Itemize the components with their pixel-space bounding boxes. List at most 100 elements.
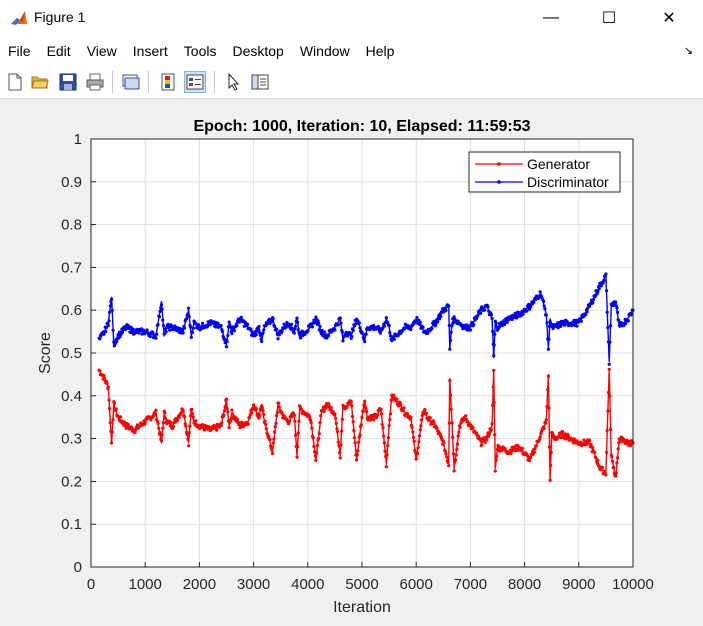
series-generator-point bbox=[263, 419, 267, 423]
link-plot-icon bbox=[122, 74, 140, 90]
series-discriminator-point bbox=[182, 326, 187, 330]
series-discriminator-point bbox=[545, 321, 549, 325]
series-generator-point bbox=[219, 424, 223, 428]
series-generator-point bbox=[307, 414, 311, 418]
dock-figure-icon[interactable]: ↘ bbox=[683, 45, 693, 57]
menu-tools[interactable]: Tools bbox=[183, 43, 217, 59]
series-generator-point bbox=[254, 407, 258, 411]
insert-legend-button[interactable] bbox=[184, 71, 206, 93]
series-generator-point bbox=[160, 433, 164, 437]
series-generator-point bbox=[388, 412, 393, 416]
series-generator-point bbox=[182, 414, 187, 419]
series-discriminator-point bbox=[292, 331, 296, 335]
series-generator-point bbox=[456, 434, 460, 438]
series-generator-point bbox=[412, 439, 416, 443]
series-discriminator-point bbox=[336, 323, 340, 327]
series-generator-point bbox=[227, 426, 231, 430]
series-generator-point bbox=[105, 381, 109, 385]
series-generator-point bbox=[494, 458, 498, 462]
open-file-button[interactable] bbox=[29, 71, 51, 93]
menu-edit[interactable]: Edit bbox=[46, 43, 71, 59]
series-discriminator-point bbox=[246, 322, 250, 326]
series-generator-point bbox=[122, 420, 126, 424]
maximize-button[interactable]: ☐ bbox=[601, 10, 617, 27]
series-discriminator-point bbox=[591, 301, 595, 305]
series-discriminator-point bbox=[206, 324, 210, 328]
new-figure-button[interactable] bbox=[4, 71, 26, 93]
series-generator-point bbox=[340, 429, 344, 433]
series-generator-point bbox=[409, 415, 413, 419]
series-generator-point bbox=[385, 453, 389, 457]
series-generator-point bbox=[315, 443, 319, 448]
series-generator-point bbox=[411, 430, 415, 434]
series-generator-point bbox=[126, 422, 130, 426]
menu-view[interactable]: View bbox=[86, 43, 117, 59]
series-generator-point bbox=[609, 428, 613, 432]
series-generator-point bbox=[222, 408, 227, 413]
series-generator-point bbox=[480, 443, 484, 447]
series-generator-point bbox=[457, 430, 461, 434]
legend[interactable]: Generator Discriminator bbox=[468, 151, 621, 193]
save-button[interactable] bbox=[57, 71, 79, 93]
score-chart[interactable]: 0 1000 2000 3000 4000 5000 6000 7000 8000 9000 100… bbox=[0, 99, 703, 626]
series-generator-point bbox=[549, 463, 553, 468]
series-generator-point bbox=[359, 423, 363, 427]
series-discriminator-point bbox=[299, 335, 303, 340]
series-discriminator-point bbox=[108, 304, 112, 308]
menu-window[interactable]: Window bbox=[299, 43, 350, 59]
series-generator-point bbox=[264, 422, 268, 426]
series-generator-point bbox=[382, 434, 386, 438]
series-generator-point bbox=[287, 419, 292, 423]
close-button[interactable]: ✕ bbox=[662, 10, 676, 27]
series-discriminator-point bbox=[562, 323, 567, 327]
menu-desktop[interactable]: Desktop bbox=[232, 43, 284, 59]
series-discriminator-point bbox=[573, 321, 578, 325]
y-tick-label: 0.6 bbox=[61, 302, 82, 319]
series-discriminator-point bbox=[597, 287, 601, 291]
series-discriminator-point bbox=[409, 328, 413, 332]
series-discriminator-point bbox=[357, 321, 361, 325]
series-discriminator-point bbox=[529, 305, 533, 309]
series-discriminator-point bbox=[542, 299, 546, 304]
series-discriminator-point bbox=[565, 319, 569, 323]
series-generator-point bbox=[230, 412, 235, 416]
series-generator-point bbox=[387, 424, 391, 428]
property-inspector-button[interactable] bbox=[249, 71, 271, 93]
series-discriminator-point bbox=[323, 330, 327, 334]
menu-insert[interactable]: Insert bbox=[132, 43, 168, 59]
series-generator-point bbox=[410, 425, 414, 430]
series-discriminator-point bbox=[430, 327, 434, 331]
print-button[interactable] bbox=[84, 71, 106, 93]
series-discriminator-point bbox=[584, 313, 588, 317]
series-generator-point bbox=[606, 409, 610, 413]
menu-help[interactable]: Help bbox=[365, 43, 395, 59]
series-generator-point bbox=[479, 437, 483, 441]
series-generator-point bbox=[336, 430, 340, 434]
series-generator-point bbox=[175, 418, 179, 422]
series-discriminator-point bbox=[317, 321, 321, 325]
series-generator-point bbox=[446, 460, 450, 464]
series-generator-point bbox=[352, 436, 357, 440]
series-generator-point bbox=[338, 456, 342, 460]
edit-plot-button[interactable] bbox=[223, 71, 245, 93]
series-discriminator-point bbox=[466, 324, 470, 328]
series-discriminator-point bbox=[284, 325, 288, 329]
series-generator-point bbox=[492, 401, 496, 405]
menu-file[interactable]: File bbox=[8, 43, 31, 59]
series-generator-point bbox=[443, 449, 447, 453]
series-generator-point bbox=[600, 465, 605, 469]
series-discriminator-point bbox=[596, 289, 600, 293]
series-discriminator-point bbox=[502, 322, 507, 327]
series-discriminator-point bbox=[421, 325, 425, 329]
series-generator-point bbox=[532, 450, 537, 454]
series-generator-point bbox=[315, 451, 319, 455]
series-generator-point bbox=[414, 457, 418, 461]
series-generator-point bbox=[534, 444, 539, 448]
series-discriminator-point bbox=[108, 310, 112, 314]
series-generator-point bbox=[314, 458, 318, 462]
series-generator-point bbox=[108, 421, 112, 425]
series-generator-point bbox=[293, 419, 297, 423]
minimize-button[interactable]: — bbox=[543, 9, 559, 26]
link-plot-button[interactable] bbox=[120, 71, 142, 93]
insert-colorbar-button[interactable] bbox=[157, 71, 179, 93]
